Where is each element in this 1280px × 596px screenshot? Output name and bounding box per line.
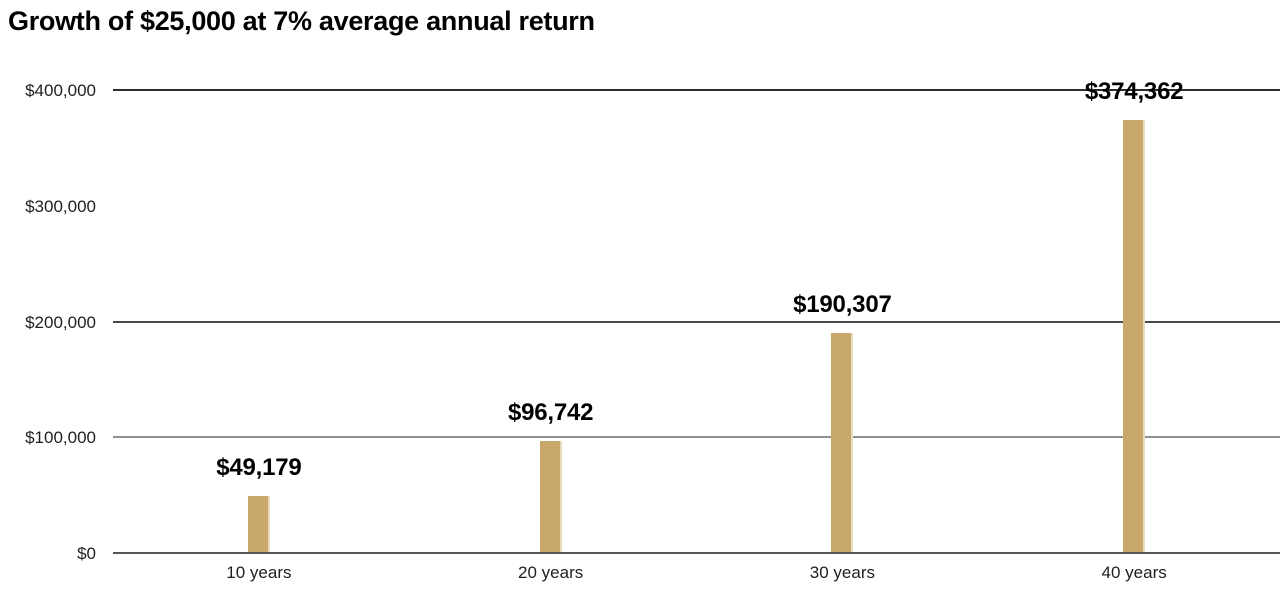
bar-value-label: $96,742 xyxy=(507,399,594,427)
gridline xyxy=(113,89,1280,91)
bar xyxy=(539,441,562,554)
gridline xyxy=(113,436,1280,439)
bar xyxy=(831,332,854,554)
bar-value-label: $374,362 xyxy=(1084,77,1184,105)
y-axis-tick-label: $100,000 xyxy=(25,428,96,448)
bar xyxy=(247,496,270,554)
y-axis-tick-label: $200,000 xyxy=(25,312,96,332)
y-axis-tick-label: $0 xyxy=(77,544,96,563)
bar-value-label: $190,307 xyxy=(793,290,892,318)
y-axis-tick-label: $300,000 xyxy=(25,196,96,216)
x-axis-category-label: 20 years xyxy=(518,563,584,582)
chart-title: Growth of $25,000 at 7% average annual r… xyxy=(8,6,595,36)
x-axis-category-label: 40 years xyxy=(1101,563,1167,582)
bar-value-label: $49,179 xyxy=(216,454,302,482)
bar xyxy=(1123,119,1146,554)
x-axis-line xyxy=(113,552,1280,554)
x-axis-category-label: 10 years xyxy=(226,563,292,582)
y-axis-tick-label: $400,000 xyxy=(25,81,96,100)
x-axis-category-label: 30 years xyxy=(809,563,875,582)
gridline xyxy=(113,320,1280,323)
